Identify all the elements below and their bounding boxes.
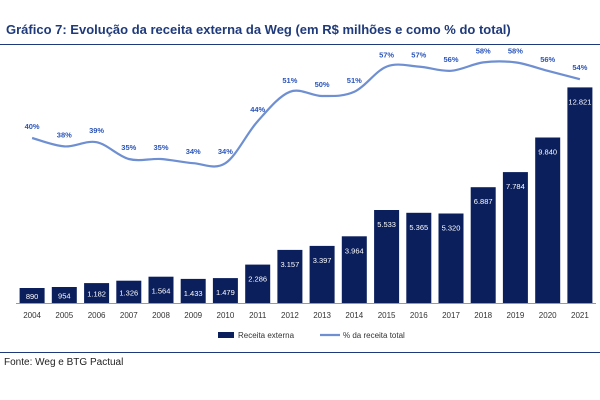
line-label-2014: 51%: [347, 76, 362, 85]
bar-label-2005: 954: [58, 292, 71, 301]
line-label-2021: 54%: [572, 63, 587, 72]
bar-label-2008: 1.564: [152, 287, 171, 296]
x-tick-2019: 2019: [507, 311, 525, 320]
x-tick-2016: 2016: [410, 311, 428, 320]
legend: Receita externa % da receita total: [218, 331, 405, 340]
line-label-2018: 58%: [476, 46, 491, 55]
bar-label-2016: 5.365: [409, 223, 428, 232]
line-label-2011: 44%: [250, 105, 265, 114]
x-tick-2005: 2005: [55, 311, 73, 320]
line-label-2015: 57%: [379, 51, 394, 60]
bar-label-2007: 1.326: [119, 288, 138, 297]
x-tick-2009: 2009: [184, 311, 202, 320]
x-tick-2006: 2006: [88, 311, 106, 320]
bar-2017: [438, 213, 464, 303]
x-tick-2012: 2012: [281, 311, 299, 320]
legend-label-line: % da receita total: [343, 331, 405, 340]
x-axis-ticks: 2004 2005 2006 2007 2008 2009 2010 2011 2012 2013…: [16, 303, 596, 320]
bar-label-2020: 9.840: [538, 148, 557, 157]
bar-label-2017: 5.320: [442, 224, 461, 233]
bars-layer: 890 954 1.182 1.326 1.564 1.433 1.479 2.286 3.15…: [19, 87, 593, 304]
x-tick-2013: 2013: [313, 311, 331, 320]
x-tick-2004: 2004: [23, 311, 41, 320]
line-label-2007: 35%: [121, 143, 136, 152]
line-label-2004: 40%: [25, 122, 40, 131]
x-tick-2020: 2020: [539, 311, 557, 320]
bar-label-2021: 12.821: [568, 97, 591, 106]
line-label-2013: 50%: [315, 80, 330, 89]
line-layer: 40% 38% 39% 35% 35% 34% 34% 44% 51% 50% 51% 57% 57% 5…: [25, 46, 588, 168]
title-divider: [0, 44, 600, 45]
x-tick-2021: 2021: [571, 311, 589, 320]
source-divider: [0, 352, 600, 353]
bar-label-2018: 6.887: [474, 197, 493, 206]
line-label-2017: 56%: [443, 55, 458, 64]
line-label-2009: 34%: [186, 147, 201, 156]
bar-2010: [212, 278, 238, 303]
bar-label-2019: 7.784: [506, 182, 525, 191]
bar-2013: [309, 245, 335, 303]
series-line-percent: [31, 60, 581, 168]
chart: 890 954 1.182 1.326 1.564 1.433 1.479 2.286 3.15…: [16, 46, 596, 340]
bar-2015: [374, 210, 400, 303]
x-tick-2007: 2007: [120, 311, 138, 320]
bar-2005: [51, 287, 77, 303]
source-note: Fonte: Weg e BTG Pactual: [4, 357, 124, 368]
bar-label-2006: 1.182: [87, 290, 106, 299]
bar-label-2010: 1.479: [216, 288, 235, 297]
bar-2020: [535, 137, 561, 303]
x-tick-2014: 2014: [345, 311, 363, 320]
line-label-2019: 58%: [508, 46, 523, 55]
x-tick-2018: 2018: [474, 311, 492, 320]
line-label-2008: 35%: [153, 143, 168, 152]
bar-label-2015: 5.533: [377, 220, 396, 229]
bar-2019: [502, 172, 528, 303]
chart-title: Gráfico 7: Evolução da receita externa d…: [6, 22, 511, 37]
bar-2012: [277, 249, 303, 303]
x-tick-2010: 2010: [217, 311, 235, 320]
bar-2018: [470, 187, 496, 303]
bar-2021: [567, 87, 593, 304]
legend-label-bar: Receita externa: [238, 331, 295, 340]
line-label-2005: 38%: [57, 130, 72, 139]
line-label-2006: 39%: [89, 126, 104, 135]
bar-label-2013: 3.397: [313, 256, 332, 265]
bar-2004: [19, 288, 45, 303]
bar-2014: [341, 236, 367, 303]
bar-2016: [406, 212, 432, 303]
bar-2009: [180, 278, 206, 303]
bar-2007: [116, 280, 142, 303]
x-tick-2008: 2008: [152, 311, 170, 320]
bar-2008: [148, 276, 174, 303]
x-tick-2011: 2011: [249, 311, 267, 320]
bar-label-2011: 2.286: [248, 275, 267, 284]
bar-label-2014: 3.964: [345, 246, 364, 255]
line-label-2012: 51%: [282, 76, 297, 85]
bar-2006: [84, 283, 110, 303]
line-label-2010: 34%: [218, 147, 233, 156]
x-tick-2015: 2015: [378, 311, 396, 320]
bar-label-2004: 890: [26, 292, 39, 301]
legend-swatch-bar: [218, 332, 234, 338]
line-label-2020: 56%: [540, 55, 555, 64]
bar-label-2012: 3.157: [281, 260, 300, 269]
bar-2011: [245, 264, 271, 303]
line-label-2016: 57%: [411, 51, 426, 60]
bar-label-2009: 1.433: [184, 289, 203, 298]
x-tick-2017: 2017: [442, 311, 460, 320]
